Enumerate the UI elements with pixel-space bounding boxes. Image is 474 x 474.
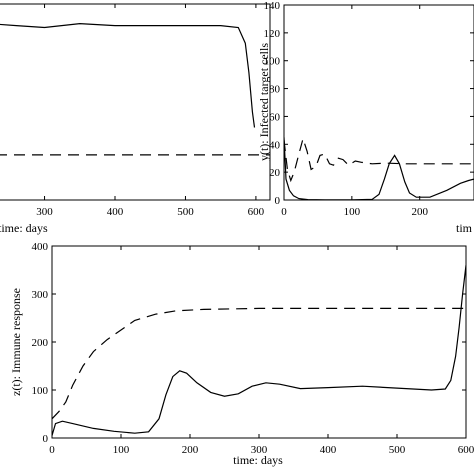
top-left-plot-panel: 300 400 500 600 time: days [0,3,271,235]
x-tick-label: 100 [344,206,361,218]
x-tick-label: 100 [113,444,130,456]
dashed-series-line [284,136,474,183]
top-right-plot-panel: 0 100 200 0 20 40 60 80 100 120 140 tim y(t): Infect… [257,0,474,235]
y-tick-label: 300 [32,289,49,301]
y-tick-label: 0 [43,433,49,445]
y-tick-label: 200 [32,337,49,349]
x-tick-label: 500 [389,444,406,456]
solid-series-line [0,22,256,128]
plot-frame [0,3,271,201]
x-axis-label: tim [456,221,473,235]
x-tick-label: 600 [458,444,474,456]
x-tick-label: 400 [107,206,124,218]
x-axis-label: time: days [233,453,283,467]
x-tick-label: 600 [248,206,265,218]
y-tick-label: 20 [269,167,281,179]
y-axis-label: z(t): Immune response [9,288,23,396]
y-tick-label: 80 [269,84,281,96]
x-tick-label: 0 [281,206,287,218]
x-tick-label: 400 [320,444,337,456]
x-tick-label: 500 [177,206,194,218]
x-tick-label: 300 [36,206,53,218]
y-axis-label: y(t): Infected target cells [257,43,271,161]
y-tick-label: 100 [32,385,49,397]
y-tick-label: 0 [275,195,281,207]
x-tick-label: 0 [49,444,55,456]
y-tick-label: 140 [264,0,281,12]
plot-frame [283,4,474,201]
plot-frame [51,245,467,439]
dashed-series-line [52,307,466,420]
solid-series-line [284,137,474,200]
solid-series-line [52,265,466,436]
y-tick-label: 120 [264,28,281,40]
y-tick-label: 100 [264,56,281,68]
y-tick-label: 400 [32,241,49,253]
y-tick-label: 40 [269,139,281,151]
x-tick-label: 300 [251,444,268,456]
bottom-plot-panel: 0 100 200 300 400 500 600 0 100 200 300 400 time: da… [9,241,474,467]
x-tick-label: 200 [411,206,428,218]
y-tick-label: 60 [269,111,281,123]
x-tick-label: 200 [182,444,199,456]
x-axis-label: time: days [0,221,48,235]
